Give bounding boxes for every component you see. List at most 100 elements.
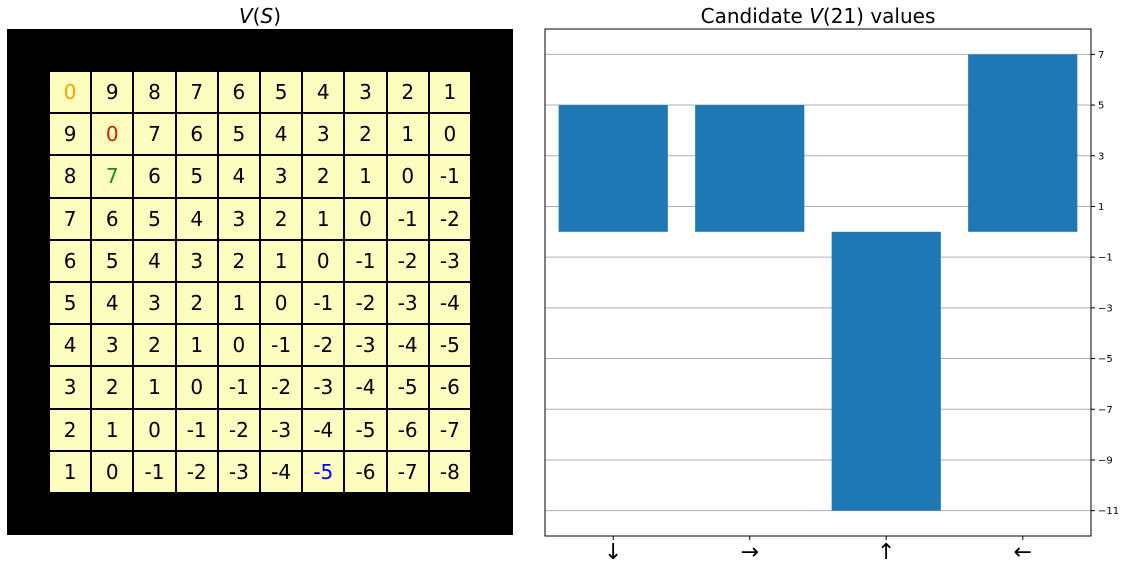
grid-cell: 5 bbox=[175, 155, 218, 198]
grid-cell: 3 bbox=[49, 366, 92, 409]
grid-cell: -3 bbox=[344, 324, 387, 367]
grid-cell: 3 bbox=[344, 71, 387, 114]
value-grid-panel: 0 9 8 7 6 5 4 3 2 1 9 0 7 6 5 4 3 2 1 0 8 7 6 5 4 3 2 1 0 -1 7 6 5 4 3 2 1 0-… bbox=[7, 29, 513, 535]
grid-cell: 6 bbox=[91, 197, 134, 240]
grid-cell: 3 bbox=[133, 282, 176, 325]
grid-cell: 0 bbox=[217, 324, 260, 367]
grid-cell: -1 bbox=[386, 197, 429, 240]
grid-cell: 5 bbox=[91, 239, 134, 282]
grid-cell: 7 bbox=[49, 197, 92, 240]
grid-cell: -2 bbox=[175, 450, 218, 493]
grid-cell: 0 bbox=[386, 155, 429, 198]
grid-cell: 3 bbox=[175, 239, 218, 282]
grid-cell: -4 bbox=[344, 366, 387, 409]
grid-cell: -1 bbox=[428, 155, 471, 198]
value-grid: 0 9 8 7 6 5 4 3 2 1 9 0 7 6 5 4 3 2 1 0 8 7 6 5 4 3 2 1 0 -1 7 6 5 4 3 2 1 0-… bbox=[49, 71, 471, 493]
grid-cell: 4 bbox=[302, 71, 345, 114]
grid-cell: 9 bbox=[49, 113, 92, 156]
y-tick-label: 1 bbox=[1098, 202, 1104, 213]
plot-frame bbox=[544, 28, 1092, 537]
grid-cell: 2 bbox=[91, 366, 134, 409]
grid-cell: -5 bbox=[302, 450, 345, 493]
grid-cell: 9 bbox=[91, 71, 134, 114]
grid-cell: 7 bbox=[175, 71, 218, 114]
grid-cell: 1 bbox=[302, 197, 345, 240]
grid-cell: -1 bbox=[217, 366, 260, 409]
bar-chart-title: Candidate V(21) values bbox=[700, 4, 936, 28]
grid-cell: -8 bbox=[428, 450, 471, 493]
grid-cell: -3 bbox=[260, 408, 303, 451]
grid-cell: 2 bbox=[217, 239, 260, 282]
grid-cell: -7 bbox=[386, 450, 429, 493]
grid-cell: 6 bbox=[49, 239, 92, 282]
grid-cell: 1 bbox=[133, 366, 176, 409]
grid-cell: 0 bbox=[133, 408, 176, 451]
bar bbox=[968, 54, 1078, 232]
grid-cell: 0 bbox=[49, 71, 92, 114]
grid-cell: 1 bbox=[344, 155, 387, 198]
grid-cell: 4 bbox=[175, 197, 218, 240]
grid-cell: -3 bbox=[428, 239, 471, 282]
grid-cell: 1 bbox=[91, 408, 134, 451]
grid-cell: 0 bbox=[91, 450, 134, 493]
grid-cell: 4 bbox=[91, 282, 134, 325]
grid-cell: 5 bbox=[260, 71, 303, 114]
y-tick-label: 5 bbox=[1098, 101, 1104, 112]
grid-cell: 1 bbox=[428, 71, 471, 114]
grid-cell: -1 bbox=[344, 239, 387, 282]
y-tick-label: 3 bbox=[1098, 151, 1104, 162]
grid-cell: -4 bbox=[302, 408, 345, 451]
grid-cell: 6 bbox=[217, 71, 260, 114]
grid-cell: -2 bbox=[386, 239, 429, 282]
grid-cell: -5 bbox=[428, 324, 471, 367]
grid-cell: 6 bbox=[175, 113, 218, 156]
x-category-label: ↑ bbox=[877, 540, 895, 565]
grid-cell: 2 bbox=[133, 324, 176, 367]
grid-cell: 3 bbox=[302, 113, 345, 156]
grid-cell: 0 bbox=[175, 366, 218, 409]
grid-cell: -1 bbox=[133, 450, 176, 493]
grid-cell: 5 bbox=[133, 197, 176, 240]
grid-cell: -4 bbox=[428, 282, 471, 325]
grid-cell: 0 bbox=[91, 113, 134, 156]
x-category-label: ← bbox=[1014, 540, 1032, 565]
grid-cell: -2 bbox=[260, 366, 303, 409]
grid-cell: 0 bbox=[302, 239, 345, 282]
y-tick-label: −9 bbox=[1098, 455, 1113, 466]
grid-cell: 4 bbox=[133, 239, 176, 282]
grid-cell: 3 bbox=[260, 155, 303, 198]
bar bbox=[558, 105, 668, 232]
grid-cell: -4 bbox=[260, 450, 303, 493]
y-tick-label: −5 bbox=[1098, 354, 1113, 365]
grid-cell: 1 bbox=[217, 282, 260, 325]
grid-cell: -5 bbox=[386, 366, 429, 409]
grid-cell: 2 bbox=[175, 282, 218, 325]
grid-cell: -2 bbox=[302, 324, 345, 367]
grid-cell: 3 bbox=[91, 324, 134, 367]
heatmap-title: V(S) bbox=[238, 4, 281, 28]
grid-cell: 1 bbox=[175, 324, 218, 367]
grid-cell: 1 bbox=[386, 113, 429, 156]
grid-cell: -2 bbox=[428, 197, 471, 240]
grid-cell: 8 bbox=[49, 155, 92, 198]
grid-cell: -3 bbox=[302, 366, 345, 409]
grid-cell: 7 bbox=[133, 113, 176, 156]
y-tick-label: −7 bbox=[1098, 405, 1113, 416]
grid-cell: -4 bbox=[386, 324, 429, 367]
grid-cell: 1 bbox=[260, 239, 303, 282]
grid-cell: 4 bbox=[217, 155, 260, 198]
grid-cell: 2 bbox=[344, 113, 387, 156]
grid-cell: 5 bbox=[217, 113, 260, 156]
grid-cell: 7 bbox=[91, 155, 134, 198]
grid-cell: 2 bbox=[302, 155, 345, 198]
y-tick-label: −1 bbox=[1098, 253, 1113, 264]
grid-cell: -6 bbox=[386, 408, 429, 451]
grid-cell: 3 bbox=[217, 197, 260, 240]
grid-cell: -6 bbox=[344, 450, 387, 493]
grid-cell: -1 bbox=[260, 324, 303, 367]
grid-cell: -2 bbox=[217, 408, 260, 451]
grid-cell: -2 bbox=[344, 282, 387, 325]
grid-cell: 8 bbox=[133, 71, 176, 114]
grid-cell: -1 bbox=[175, 408, 218, 451]
